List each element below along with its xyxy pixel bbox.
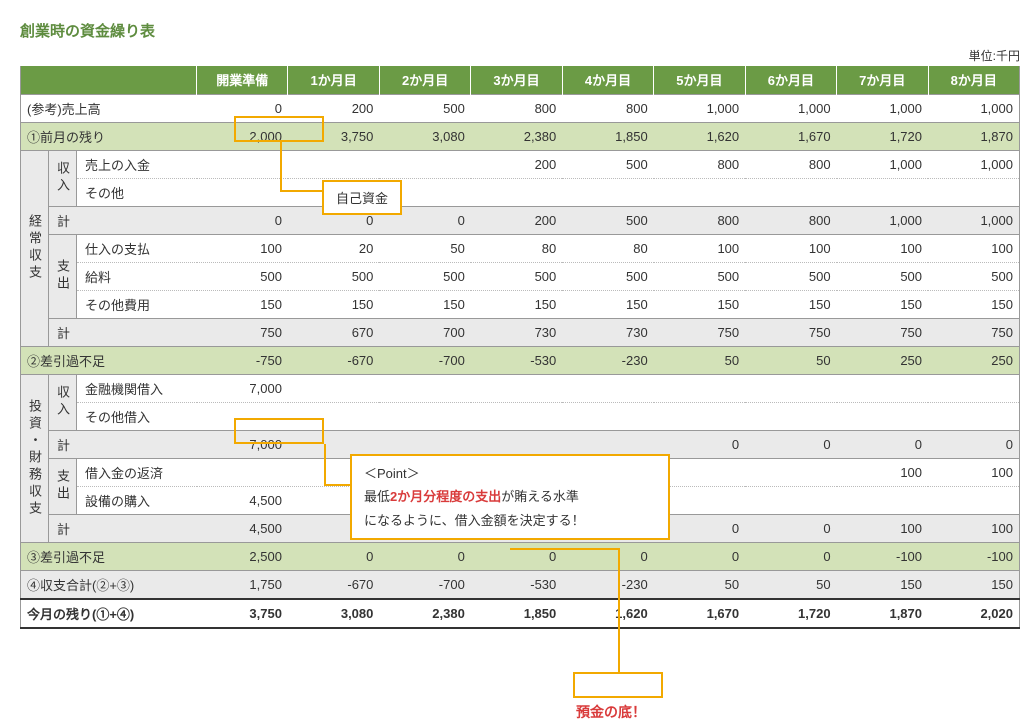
unit-label: 単位:千円 — [20, 47, 1020, 64]
callout-point: ＜Point＞ 最低2か月分程度の支出が賄える水準 になるように、借入金額を決定… — [350, 454, 670, 540]
col-h8: 7か月目 — [837, 66, 928, 94]
col-h7: 6か月目 — [745, 66, 836, 94]
connector-line — [324, 444, 326, 484]
col-h6: 5か月目 — [654, 66, 745, 94]
connector-line — [618, 548, 620, 672]
callout-point-line2: になるように、借入金額を決定する！ — [364, 509, 656, 532]
col-h9: 8か月目 — [928, 66, 1019, 94]
hl-min-balance — [573, 672, 663, 698]
callout-point-title: ＜Point＞ — [364, 462, 656, 485]
col-h5: 4か月目 — [562, 66, 653, 94]
col-h3: 2か月目 — [379, 66, 470, 94]
col-h1: 開業準備 — [197, 66, 288, 94]
page-title: 創業時の資金繰り表 — [20, 20, 1020, 41]
callout-own-funds: 自己資金 — [322, 180, 402, 215]
connector-line — [280, 190, 322, 192]
col-h2: 1か月目 — [288, 66, 379, 94]
cashflow-table: 創業時の資金繰り表 単位:千円 開業準備 1か月目 2か月目 3か月目 4か月目… — [20, 20, 1020, 629]
col-h4: 3か月目 — [471, 66, 562, 94]
connector-line — [324, 484, 350, 486]
connector-line — [280, 142, 282, 190]
callout-own-funds-text: 自己資金 — [336, 191, 388, 206]
header-row: 開業準備 1か月目 2か月目 3か月目 4か月目 5か月目 6か月目 7か月目 … — [21, 66, 1020, 94]
callout-point-line1: 最低2か月分程度の支出が賄える水準 — [364, 485, 656, 508]
main-table: 開業準備 1か月目 2か月目 3か月目 4か月目 5か月目 6か月目 7か月目 … — [20, 66, 1020, 629]
connector-line — [510, 548, 618, 550]
bottom-label: 預金の底！ — [576, 702, 646, 722]
header-blank — [21, 66, 197, 94]
